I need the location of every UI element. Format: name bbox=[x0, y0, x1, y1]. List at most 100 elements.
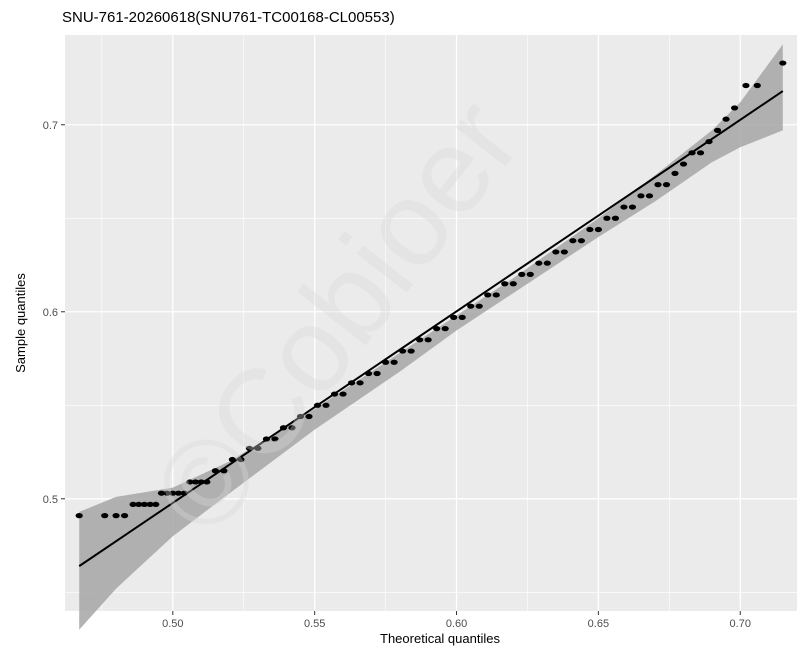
sample-points bbox=[75, 60, 787, 519]
x-axis-ticks: 0.50 0.55 0.60 0.65 0.70 bbox=[162, 611, 751, 630]
data-point bbox=[101, 513, 109, 519]
data-point bbox=[262, 436, 271, 442]
data-point bbox=[135, 501, 143, 508]
data-point bbox=[237, 456, 245, 463]
reference-line bbox=[78, 90, 784, 567]
data-point bbox=[645, 193, 654, 199]
data-point bbox=[779, 60, 787, 66]
data-point bbox=[416, 337, 424, 343]
data-point bbox=[501, 281, 509, 287]
data-point bbox=[577, 238, 585, 244]
data-point bbox=[407, 348, 415, 354]
data-point bbox=[560, 249, 568, 255]
data-point bbox=[628, 204, 637, 210]
data-point bbox=[197, 479, 205, 485]
data-point bbox=[112, 513, 120, 519]
data-point bbox=[313, 402, 322, 408]
data-point bbox=[347, 380, 356, 386]
data-point bbox=[382, 359, 390, 365]
x-tick-label: 0.50 bbox=[162, 618, 183, 630]
data-point bbox=[603, 215, 611, 221]
data-point bbox=[543, 260, 551, 266]
data-point bbox=[288, 425, 296, 431]
x-tick-label: 0.70 bbox=[730, 618, 751, 630]
data-point bbox=[157, 490, 166, 496]
data-point bbox=[654, 182, 662, 188]
x-axis-label: Theoretical quantiles bbox=[380, 631, 500, 646]
data-point bbox=[611, 215, 620, 221]
data-point bbox=[441, 326, 449, 332]
data-point bbox=[569, 238, 577, 244]
data-point bbox=[330, 391, 339, 397]
data-point bbox=[688, 150, 696, 156]
data-point bbox=[254, 445, 262, 451]
data-point bbox=[535, 260, 543, 266]
data-point bbox=[169, 490, 177, 496]
data-point bbox=[390, 359, 398, 365]
chart-title: SNU-761-20260618(SNU761-TC00168-CL00553) bbox=[62, 9, 395, 26]
data-point bbox=[271, 436, 279, 442]
x-tick-label: 0.60 bbox=[446, 618, 467, 630]
data-point bbox=[662, 182, 671, 188]
data-point bbox=[356, 380, 364, 386]
data-point bbox=[140, 501, 149, 508]
data-point bbox=[713, 127, 722, 133]
data-point bbox=[180, 490, 188, 496]
data-point bbox=[129, 501, 137, 508]
data-point bbox=[364, 370, 373, 377]
data-point bbox=[492, 292, 500, 298]
data-point bbox=[467, 303, 475, 309]
data-point bbox=[399, 348, 407, 354]
data-point bbox=[305, 413, 313, 420]
data-point bbox=[526, 271, 534, 277]
y-axis-ticks: 0.5 0.6 0.7 bbox=[43, 120, 65, 506]
data-point bbox=[509, 281, 517, 287]
data-point bbox=[594, 226, 602, 233]
data-point bbox=[484, 292, 492, 298]
data-point bbox=[146, 501, 154, 508]
data-point bbox=[373, 370, 381, 377]
data-point bbox=[174, 490, 183, 496]
data-point bbox=[705, 138, 713, 145]
data-point bbox=[163, 490, 171, 496]
data-point bbox=[620, 204, 628, 210]
data-point bbox=[228, 456, 236, 463]
data-point bbox=[637, 193, 645, 199]
y-tick-label: 0.5 bbox=[43, 494, 58, 506]
data-point bbox=[245, 445, 254, 451]
data-point bbox=[753, 82, 761, 89]
data-point bbox=[586, 226, 594, 233]
data-point bbox=[552, 249, 560, 255]
data-point bbox=[75, 513, 83, 519]
data-point bbox=[722, 116, 730, 122]
data-point bbox=[203, 479, 211, 485]
data-point bbox=[458, 314, 466, 320]
data-point bbox=[742, 82, 750, 89]
data-point bbox=[186, 479, 194, 485]
minor-gridlines bbox=[65, 35, 797, 611]
data-point bbox=[450, 314, 458, 320]
data-point bbox=[296, 413, 305, 420]
confidence-band bbox=[79, 44, 783, 630]
data-point bbox=[339, 391, 347, 397]
data-point bbox=[120, 513, 129, 519]
data-point bbox=[518, 271, 526, 277]
data-point bbox=[424, 337, 432, 343]
data-point bbox=[433, 326, 441, 332]
x-tick-label: 0.65 bbox=[588, 618, 609, 630]
data-point bbox=[730, 105, 739, 111]
data-point bbox=[152, 501, 160, 508]
data-point bbox=[696, 150, 705, 156]
data-point bbox=[191, 479, 200, 485]
data-point bbox=[220, 468, 228, 474]
data-point bbox=[279, 425, 288, 431]
y-axis-label: Sample quantiles bbox=[13, 273, 28, 373]
data-point bbox=[322, 402, 330, 408]
data-point bbox=[679, 161, 688, 167]
data-point bbox=[475, 303, 483, 309]
x-tick-label: 0.55 bbox=[304, 618, 325, 630]
y-tick-label: 0.7 bbox=[43, 120, 58, 132]
data-point bbox=[671, 170, 679, 176]
y-tick-label: 0.6 bbox=[43, 307, 58, 319]
